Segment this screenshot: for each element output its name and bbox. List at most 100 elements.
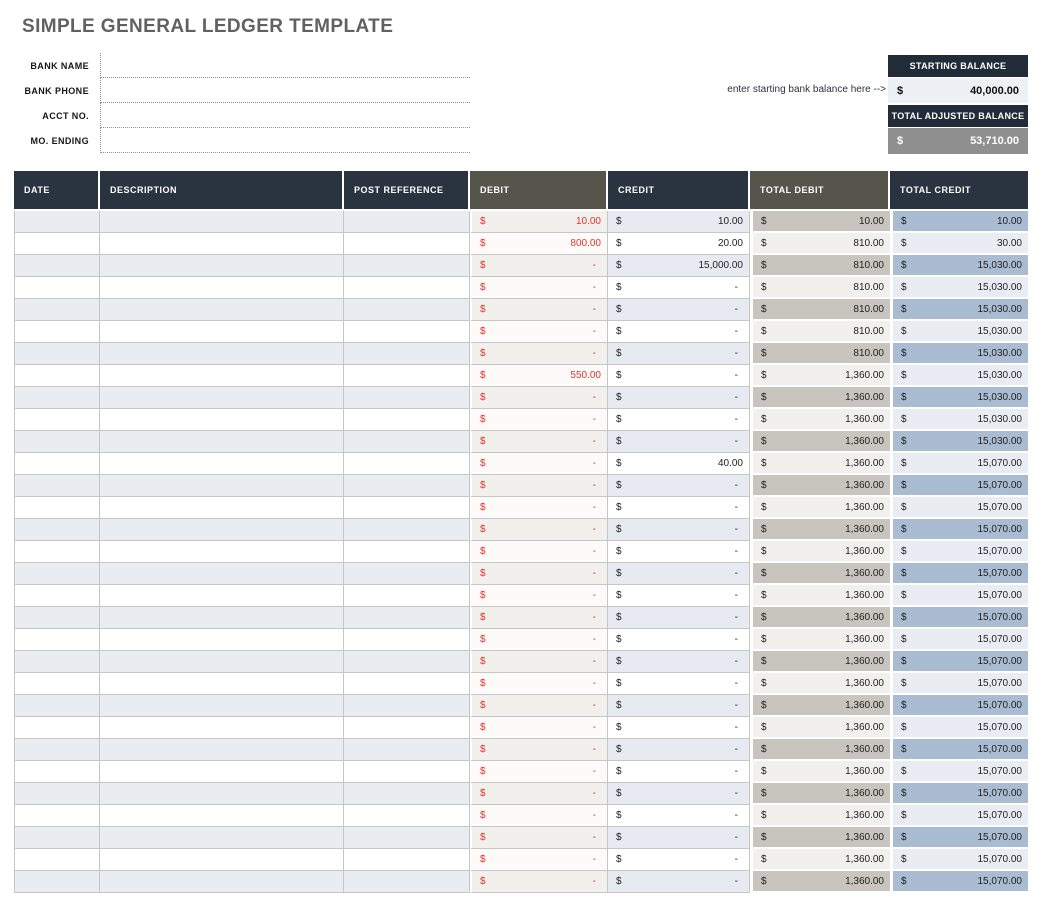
cell-post-reference[interactable] (344, 673, 470, 695)
cell-description[interactable] (100, 563, 344, 585)
cell-post-reference[interactable] (344, 783, 470, 805)
cell-post-reference[interactable] (344, 277, 470, 299)
cell-total-credit[interactable]: $15,030.00 (890, 277, 1028, 299)
cell-description[interactable] (100, 761, 344, 783)
cell-description[interactable] (100, 211, 344, 233)
cell-description[interactable] (100, 387, 344, 409)
cell-debit[interactable]: $ - (470, 409, 608, 431)
cell-debit[interactable]: $ - (470, 321, 608, 343)
cell-total-credit[interactable]: $30.00 (890, 233, 1028, 255)
cell-post-reference[interactable] (344, 827, 470, 849)
cell-debit[interactable]: $ - (470, 475, 608, 497)
cell-total-credit[interactable]: $15,070.00 (890, 629, 1028, 651)
cell-total-credit[interactable]: $15,070.00 (890, 783, 1028, 805)
cell-debit[interactable]: $ - (470, 607, 608, 629)
cell-post-reference[interactable] (344, 343, 470, 365)
cell-total-credit[interactable]: $15,070.00 (890, 805, 1028, 827)
cell-credit[interactable]: $10.00 (608, 211, 750, 233)
cell-total-debit[interactable]: $1,360.00 (750, 585, 890, 607)
cell-total-debit[interactable]: $1,360.00 (750, 365, 890, 387)
cell-date[interactable] (14, 299, 100, 321)
cell-date[interactable] (14, 563, 100, 585)
cell-date[interactable] (14, 211, 100, 233)
cell-post-reference[interactable] (344, 233, 470, 255)
cell-credit[interactable]: $ - (608, 585, 750, 607)
cell-credit[interactable]: $ - (608, 849, 750, 871)
cell-total-debit[interactable]: $1,360.00 (750, 849, 890, 871)
cell-date[interactable] (14, 695, 100, 717)
cell-total-debit[interactable]: $1,360.00 (750, 497, 890, 519)
cell-total-debit[interactable]: $1,360.00 (750, 387, 890, 409)
cell-post-reference[interactable] (344, 717, 470, 739)
cell-debit[interactable]: $550.00 (470, 365, 608, 387)
cell-description[interactable] (100, 739, 344, 761)
cell-total-credit[interactable]: $10.00 (890, 211, 1028, 233)
cell-total-debit[interactable]: $1,360.00 (750, 871, 890, 893)
cell-date[interactable] (14, 827, 100, 849)
cell-post-reference[interactable] (344, 563, 470, 585)
cell-date[interactable] (14, 651, 100, 673)
cell-date[interactable] (14, 519, 100, 541)
cell-debit[interactable]: $800.00 (470, 233, 608, 255)
cell-post-reference[interactable] (344, 453, 470, 475)
cell-post-reference[interactable] (344, 695, 470, 717)
cell-description[interactable] (100, 629, 344, 651)
cell-total-debit[interactable]: $1,360.00 (750, 651, 890, 673)
cell-credit[interactable]: $ - (608, 717, 750, 739)
cell-debit[interactable]: $ - (470, 299, 608, 321)
cell-date[interactable] (14, 607, 100, 629)
cell-description[interactable] (100, 255, 344, 277)
cell-debit[interactable]: $ - (470, 387, 608, 409)
cell-post-reference[interactable] (344, 409, 470, 431)
cell-total-credit[interactable]: $15,030.00 (890, 299, 1028, 321)
cell-total-credit[interactable]: $15,070.00 (890, 871, 1028, 893)
cell-credit[interactable]: $ - (608, 541, 750, 563)
cell-total-debit[interactable]: $1,360.00 (750, 717, 890, 739)
cell-total-debit[interactable]: $1,360.00 (750, 431, 890, 453)
cell-date[interactable] (14, 475, 100, 497)
cell-debit[interactable]: $ - (470, 827, 608, 849)
cell-total-debit[interactable]: $1,360.00 (750, 695, 890, 717)
cell-credit[interactable]: $ - (608, 871, 750, 893)
cell-total-credit[interactable]: $15,070.00 (890, 651, 1028, 673)
cell-debit[interactable]: $ - (470, 585, 608, 607)
cell-total-debit[interactable]: $1,360.00 (750, 563, 890, 585)
cell-debit[interactable]: $ - (470, 277, 608, 299)
cell-total-credit[interactable]: $15,070.00 (890, 453, 1028, 475)
cell-debit[interactable]: $ - (470, 519, 608, 541)
cell-credit[interactable]: $ - (608, 563, 750, 585)
cell-debit[interactable]: $ - (470, 717, 608, 739)
cell-total-debit[interactable]: $1,360.00 (750, 629, 890, 651)
cell-credit[interactable]: $40.00 (608, 453, 750, 475)
cell-post-reference[interactable] (344, 585, 470, 607)
cell-description[interactable] (100, 651, 344, 673)
cell-date[interactable] (14, 585, 100, 607)
cell-total-debit[interactable]: $1,360.00 (750, 453, 890, 475)
cell-credit[interactable]: $ - (608, 409, 750, 431)
cell-post-reference[interactable] (344, 739, 470, 761)
cell-credit[interactable]: $ - (608, 629, 750, 651)
cell-debit[interactable]: $ - (470, 255, 608, 277)
cell-description[interactable] (100, 453, 344, 475)
cell-date[interactable] (14, 871, 100, 893)
cell-debit[interactable]: $ - (470, 629, 608, 651)
bank-phone-field[interactable] (100, 78, 470, 103)
cell-description[interactable] (100, 321, 344, 343)
cell-total-debit[interactable]: $1,360.00 (750, 409, 890, 431)
cell-date[interactable] (14, 739, 100, 761)
cell-debit[interactable]: $10.00 (470, 211, 608, 233)
cell-post-reference[interactable] (344, 541, 470, 563)
cell-date[interactable] (14, 365, 100, 387)
cell-description[interactable] (100, 695, 344, 717)
cell-post-reference[interactable] (344, 365, 470, 387)
cell-debit[interactable]: $ - (470, 563, 608, 585)
cell-date[interactable] (14, 233, 100, 255)
cell-credit[interactable]: $ - (608, 343, 750, 365)
cell-credit[interactable]: $ - (608, 783, 750, 805)
cell-total-credit[interactable]: $15,070.00 (890, 497, 1028, 519)
cell-total-debit[interactable]: $1,360.00 (750, 607, 890, 629)
cell-post-reference[interactable] (344, 805, 470, 827)
cell-total-debit[interactable]: $1,360.00 (750, 783, 890, 805)
cell-post-reference[interactable] (344, 761, 470, 783)
cell-total-debit[interactable]: $1,360.00 (750, 739, 890, 761)
